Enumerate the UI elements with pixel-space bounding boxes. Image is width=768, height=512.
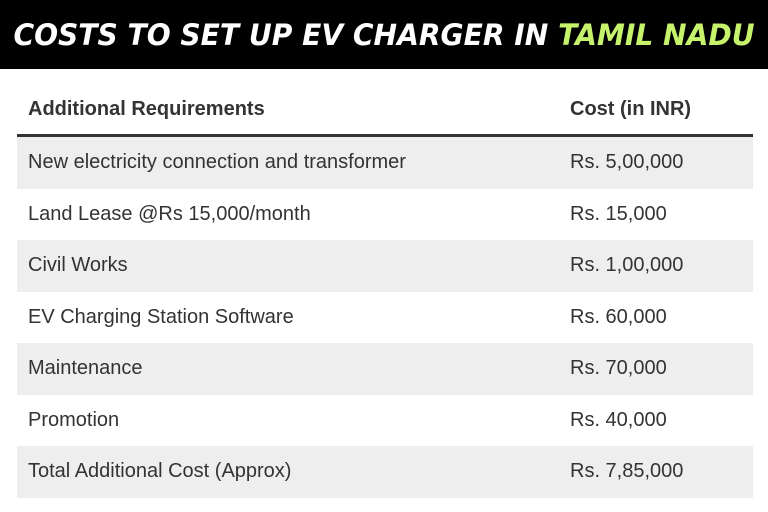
cost-cell: Rs. 60,000 bbox=[570, 305, 667, 328]
table-row: New electricity connection and transform… bbox=[17, 137, 753, 189]
table-row: EV Charging Station Software Rs. 60,000 bbox=[17, 292, 753, 344]
header-cost: Cost (in INR) bbox=[570, 98, 692, 120]
title-main-text: COSTS TO SET UP EV CHARGER IN bbox=[13, 17, 559, 52]
requirement-cell: Civil Works bbox=[28, 254, 128, 277]
cost-cell: Rs. 7,85,000 bbox=[570, 460, 684, 483]
requirement-cell: Promotion bbox=[28, 408, 120, 431]
table-header: Additional Requirements Cost (in INR) bbox=[17, 85, 753, 137]
cost-cell: Rs. 15,000 bbox=[570, 202, 667, 225]
requirement-cell: Maintenance bbox=[28, 357, 143, 380]
table-row: Civil Works Rs. 1,00,000 bbox=[17, 240, 753, 292]
cost-cell: Rs. 5,00,000 bbox=[570, 151, 684, 174]
requirement-cell: Total Additional Cost (Approx) bbox=[28, 460, 292, 483]
table-row: Maintenance Rs. 70,000 bbox=[17, 343, 753, 395]
requirement-cell: EV Charging Station Software bbox=[28, 305, 294, 328]
title-banner: COSTS TO SET UP EV CHARGER IN TAMIL NADU bbox=[0, 0, 768, 69]
cost-table: Additional Requirements Cost (in INR) Ne… bbox=[17, 85, 753, 498]
table-row: Promotion Rs. 40,000 bbox=[17, 395, 753, 447]
header-requirements: Additional Requirements bbox=[28, 98, 265, 120]
requirement-cell: New electricity connection and transform… bbox=[28, 151, 406, 174]
table-row-total: Total Additional Cost (Approx) Rs. 7,85,… bbox=[17, 446, 753, 498]
cost-cell: Rs. 40,000 bbox=[570, 408, 667, 431]
title-accent-text: TAMIL NADU bbox=[558, 17, 755, 52]
requirement-cell: Land Lease @Rs 15,000/month bbox=[28, 202, 311, 225]
cost-cell: Rs. 70,000 bbox=[570, 357, 667, 380]
page-title: COSTS TO SET UP EV CHARGER IN TAMIL NADU bbox=[13, 18, 754, 52]
cost-cell: Rs. 1,00,000 bbox=[570, 254, 684, 277]
table-row: Land Lease @Rs 15,000/month Rs. 15,000 bbox=[17, 189, 753, 241]
